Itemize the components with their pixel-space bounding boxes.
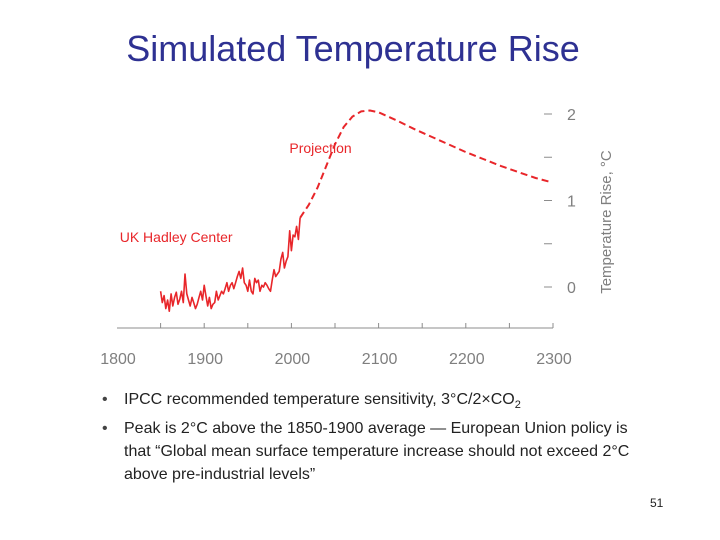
series-layer — [159, 109, 549, 312]
y-tick-label: 2 — [567, 107, 576, 124]
bullet-text-1: IPCC recommended temperature sensitivity… — [124, 391, 515, 408]
bullet-subscript: 2 — [514, 399, 521, 412]
x-tick-label: 2100 — [362, 351, 398, 368]
bullet-dot: • — [102, 420, 108, 438]
annotations: Projection UK Hadley Center — [120, 140, 352, 245]
y-tick-label: 0 — [567, 280, 576, 297]
bullet-item-1: • IPCC recommended temperature sensitivi… — [100, 388, 640, 417]
bullet-item-2: • Peak is 2°C above the 1850-1900 averag… — [100, 417, 640, 486]
x-tick-label: 2000 — [275, 351, 311, 368]
bullet-dot: • — [102, 391, 108, 408]
series-line-hadley — [159, 217, 301, 312]
series-line-projection — [299, 109, 549, 219]
hadley-label: UK Hadley Center — [120, 229, 233, 245]
slide-title: Simulated Temperature Rise — [126, 28, 580, 69]
x-axis: 1800 1900 2000 2100 2200 2300 — [100, 323, 572, 368]
y-axis-label: Temperature Rise, °C — [598, 150, 615, 294]
bullet-text-2: Peak is 2°C above the 1850-1900 average … — [124, 420, 630, 484]
projection-label: Projection — [289, 140, 351, 156]
y-axis: 0 1 2 — [544, 107, 576, 297]
x-tick-label: 2200 — [449, 351, 485, 368]
x-tick-label: 1800 — [100, 351, 136, 368]
bullet-list: • IPCC recommended temperature sensitivi… — [100, 388, 640, 486]
y-tick-label: 1 — [567, 194, 576, 211]
x-tick-label: 2300 — [536, 351, 572, 368]
x-tick-label: 1900 — [187, 351, 223, 368]
page-number: 51 — [650, 496, 664, 510]
